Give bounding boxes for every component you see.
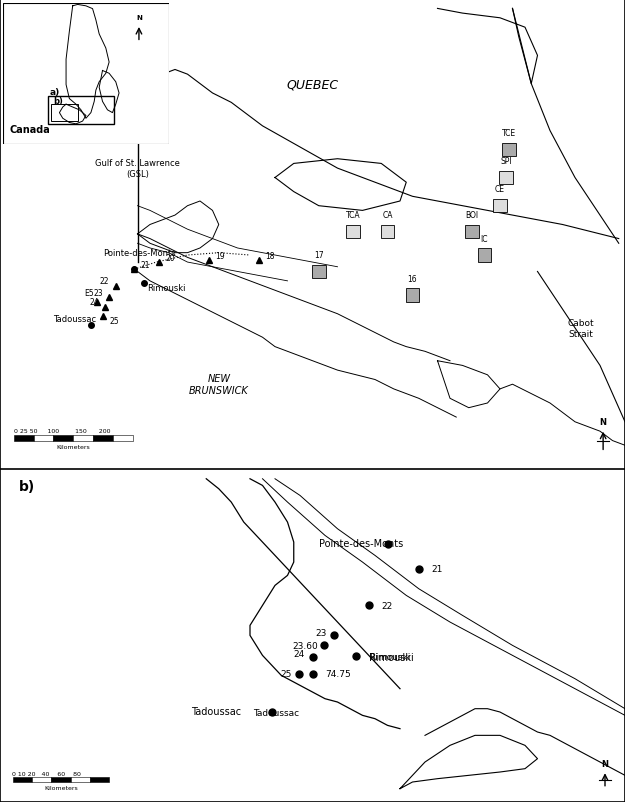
- Bar: [406, 289, 419, 302]
- Text: NEW
BRUNSWICK: NEW BRUNSWICK: [189, 374, 249, 395]
- Bar: [34, 435, 53, 441]
- Text: Pointe-des-Monts: Pointe-des-Monts: [319, 538, 403, 548]
- Text: 16: 16: [408, 274, 418, 283]
- Text: Tadoussac: Tadoussac: [191, 707, 241, 716]
- Text: IC: IC: [481, 234, 488, 244]
- Bar: [381, 225, 394, 239]
- Text: Tadoussac: Tadoussac: [53, 314, 96, 323]
- Text: 21: 21: [141, 261, 150, 269]
- Text: Kilometers: Kilometers: [44, 785, 78, 790]
- Bar: [51, 777, 71, 782]
- Text: Rimouski: Rimouski: [369, 652, 414, 662]
- Text: CA: CA: [382, 211, 392, 220]
- Text: Lower St. Lawrence
Estuary (LSLE): Lower St. Lawrence Estuary (LSLE): [21, 122, 104, 141]
- Text: Pointe-des-Monts: Pointe-des-Monts: [103, 249, 176, 258]
- Text: a): a): [49, 88, 60, 97]
- Bar: [499, 172, 513, 184]
- Bar: [503, 144, 516, 156]
- Bar: [465, 225, 479, 239]
- Text: Cabot
Strait: Cabot Strait: [568, 318, 594, 338]
- Text: 0 10 20   40    60    80: 0 10 20 40 60 80: [12, 771, 81, 776]
- Text: Gulf of St. Lawrence
(GSL): Gulf of St. Lawrence (GSL): [95, 160, 180, 179]
- Text: 74.75: 74.75: [325, 670, 351, 678]
- Text: N: N: [599, 417, 607, 426]
- Text: 0 25 50     100        150      200: 0 25 50 100 150 200: [14, 428, 110, 434]
- Text: E5: E5: [84, 289, 94, 298]
- Text: N: N: [601, 759, 609, 768]
- Text: b): b): [19, 479, 35, 493]
- Text: CE: CE: [495, 185, 505, 194]
- Text: 23: 23: [94, 289, 103, 298]
- Bar: [32, 777, 51, 782]
- Bar: [51, 105, 78, 122]
- Text: Canada: Canada: [10, 125, 51, 135]
- Text: b): b): [52, 97, 62, 106]
- Bar: [493, 200, 507, 213]
- Text: 23: 23: [316, 628, 327, 637]
- Bar: [90, 777, 109, 782]
- Text: 25: 25: [280, 670, 291, 678]
- Text: 24: 24: [89, 298, 99, 307]
- Text: 25: 25: [109, 317, 119, 326]
- Text: 19: 19: [216, 251, 225, 260]
- Bar: [12, 777, 32, 782]
- Text: TCE: TCE: [503, 129, 516, 138]
- Bar: [346, 225, 360, 239]
- Bar: [53, 435, 73, 441]
- Text: 23.60: 23.60: [292, 641, 318, 650]
- Text: 22: 22: [381, 602, 392, 610]
- Bar: [478, 249, 491, 262]
- Bar: [312, 265, 326, 278]
- Text: 22: 22: [100, 277, 109, 286]
- Bar: [73, 435, 93, 441]
- Text: 18: 18: [266, 251, 275, 260]
- Text: TCA: TCA: [346, 211, 361, 220]
- Bar: [112, 435, 132, 441]
- Bar: [93, 435, 112, 441]
- Bar: [48, 96, 114, 124]
- Text: QUEBEC: QUEBEC: [286, 78, 339, 91]
- Text: a): a): [141, 16, 156, 30]
- Text: Kilometers: Kilometers: [56, 445, 90, 450]
- Text: 24: 24: [294, 650, 305, 658]
- Text: SPI: SPI: [501, 157, 512, 166]
- Text: BOI: BOI: [465, 211, 479, 220]
- Text: Tadoussac: Tadoussac: [253, 707, 299, 717]
- Bar: [14, 435, 34, 441]
- Text: Rimouski: Rimouski: [369, 652, 410, 661]
- Text: 17: 17: [314, 251, 324, 260]
- Text: Rimouski: Rimouski: [147, 284, 186, 293]
- Text: 21: 21: [431, 565, 442, 573]
- Bar: [71, 777, 90, 782]
- Text: 20: 20: [166, 253, 175, 262]
- Text: N: N: [136, 15, 142, 21]
